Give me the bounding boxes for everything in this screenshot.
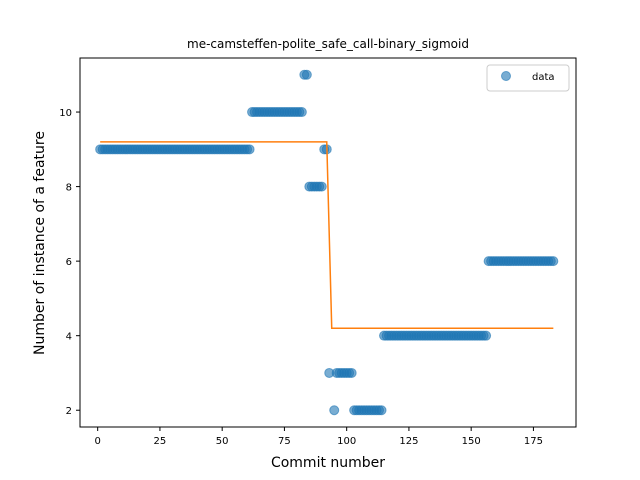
legend: data — [486, 64, 570, 92]
data-point — [481, 330, 492, 341]
data-point — [548, 256, 559, 267]
data-point — [376, 405, 387, 416]
chart-title: me-camsteffen-polite_safe_call-binary_si… — [187, 37, 469, 51]
y-tick-label: 8 — [66, 183, 72, 194]
y-tick-label: 4 — [66, 332, 72, 343]
x-tick-label: 150 — [462, 436, 481, 447]
y-axis-label: Number of instance of a feature — [32, 131, 48, 355]
legend-label-data: data — [532, 72, 555, 83]
y-tick-label: 2 — [66, 406, 72, 417]
axes-frame — [79, 57, 577, 428]
plot-area — [95, 69, 559, 416]
x-axis-label: Commit number — [271, 455, 385, 471]
data-point — [296, 107, 307, 118]
x-tick-label: 100 — [337, 436, 356, 447]
legend-marker-data — [501, 71, 511, 81]
x-tick-label: 75 — [278, 436, 291, 447]
x-tick-label: 25 — [154, 436, 167, 447]
x-tick-label: 0 — [94, 436, 100, 447]
fit-line — [100, 141, 554, 329]
data-point — [346, 367, 357, 378]
axes: 0 25 50 75 100 125 150 175 2 4 6 8 10 — [59, 57, 577, 447]
y-tick-label: 10 — [59, 108, 72, 119]
x-tick-label: 50 — [216, 436, 229, 447]
data-point — [244, 144, 255, 155]
y-tick-label: 6 — [66, 257, 72, 268]
data-point — [301, 69, 312, 80]
x-tick-label: 125 — [399, 436, 418, 447]
data-point — [329, 405, 340, 416]
data-point — [316, 181, 327, 192]
legend-box — [486, 64, 570, 92]
x-tick-label: 175 — [524, 436, 543, 447]
